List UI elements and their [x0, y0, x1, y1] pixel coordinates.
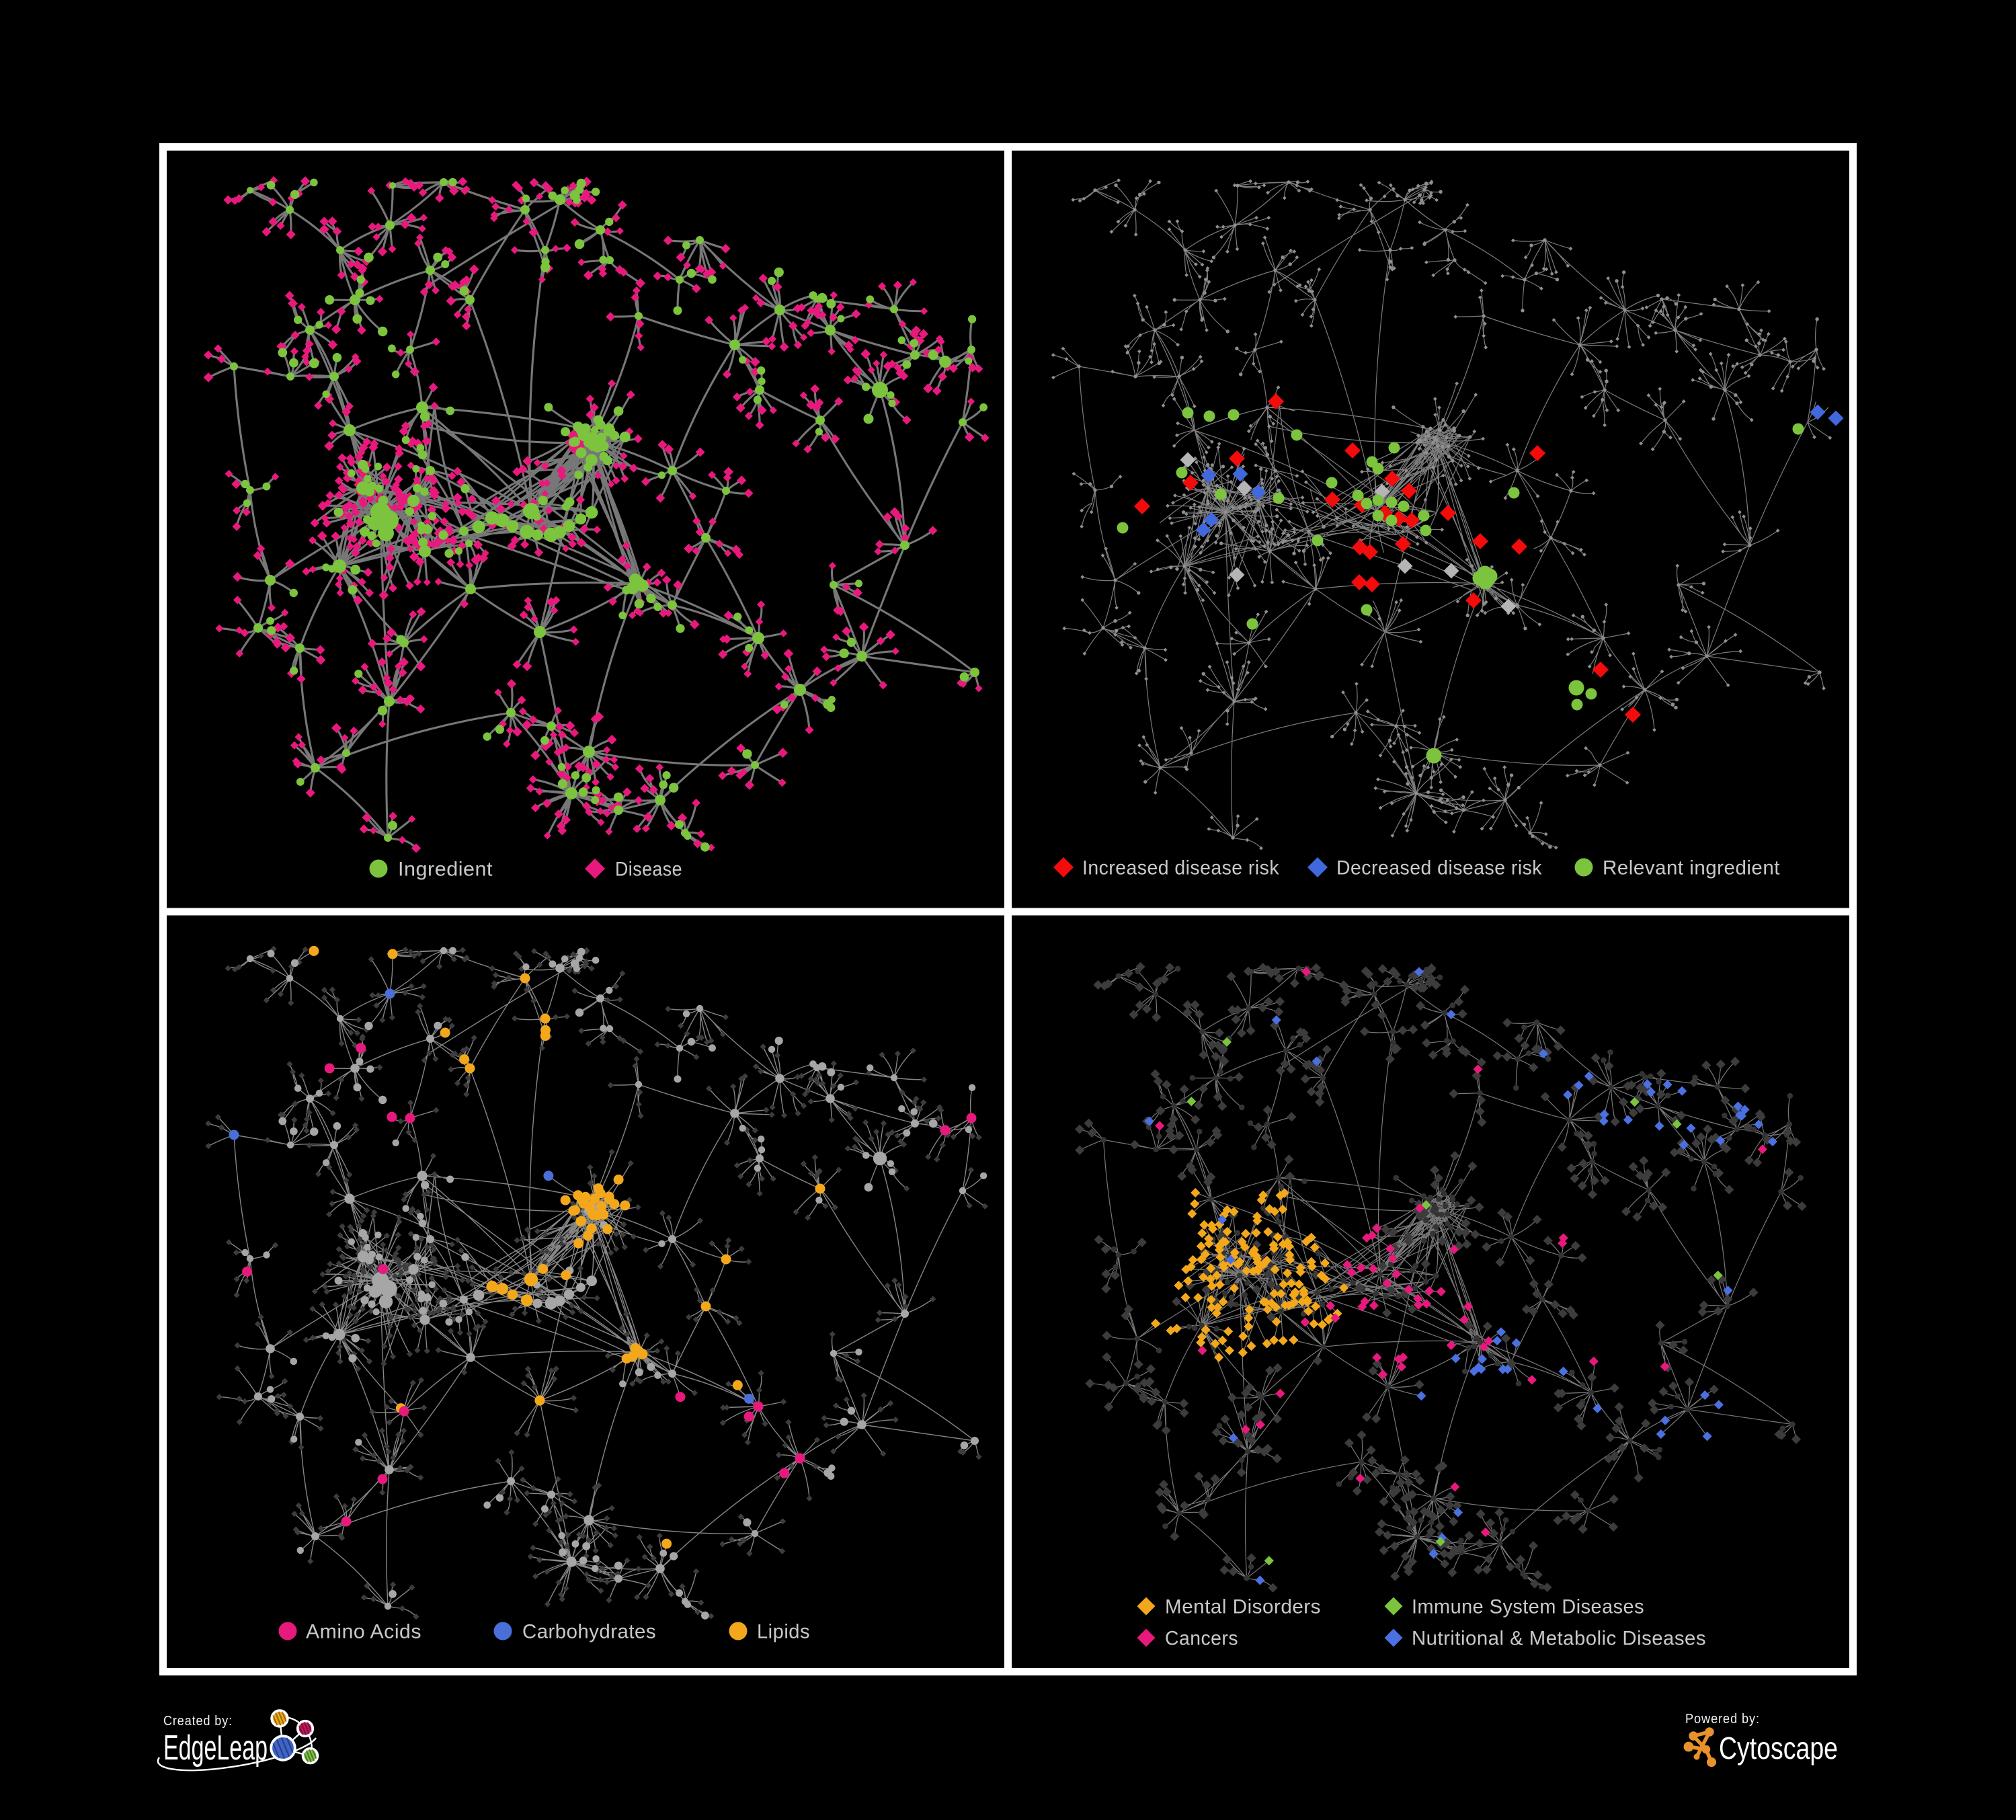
- svg-text:Relevant ingredient: Relevant ingredient: [1603, 857, 1780, 879]
- svg-text:Powered by:: Powered by:: [1685, 1712, 1760, 1727]
- svg-text:Disease: Disease: [615, 859, 682, 881]
- svg-text:Decreased disease risk: Decreased disease risk: [1336, 857, 1542, 879]
- svg-text:EdgeLeap: EdgeLeap: [163, 1729, 268, 1768]
- svg-text:Mental Disorders: Mental Disorders: [1165, 1596, 1321, 1618]
- svg-text:Cancers: Cancers: [1165, 1628, 1238, 1650]
- svg-text:Nutritional & Metabolic Diseas: Nutritional & Metabolic Diseases: [1412, 1628, 1706, 1650]
- svg-text:Carbohydrates: Carbohydrates: [522, 1621, 656, 1643]
- svg-text:Ingredient: Ingredient: [398, 859, 493, 881]
- svg-text:Immune System Diseases: Immune System Diseases: [1412, 1596, 1644, 1618]
- svg-text:Created by:: Created by:: [163, 1714, 233, 1729]
- svg-text:Cytoscape: Cytoscape: [1719, 1731, 1838, 1766]
- svg-text:Amino Acids: Amino Acids: [306, 1621, 421, 1643]
- svg-text:Lipids: Lipids: [757, 1621, 810, 1643]
- svg-text:Increased disease risk: Increased disease risk: [1082, 857, 1279, 879]
